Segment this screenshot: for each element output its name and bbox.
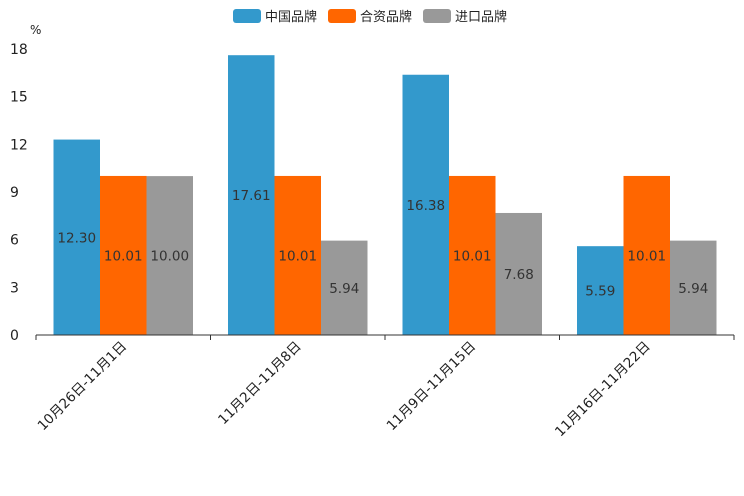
y-tick-label: 15 (10, 90, 28, 106)
y-axis-unit: % (30, 23, 41, 37)
bar-china (402, 74, 449, 336)
bar-value-label: 17.61 (232, 188, 271, 204)
bar-value-label: 10.01 (453, 248, 492, 264)
legend-label-joint-venture: 合资品牌 (360, 9, 412, 25)
bar-china (228, 55, 275, 335)
bar-imported (495, 212, 542, 335)
bar-imported (670, 240, 717, 335)
y-tick-label: 0 (10, 328, 19, 344)
bar-joint-venture (623, 175, 670, 335)
bar-imported (321, 240, 368, 335)
x-tick-label: 11月2日-11月8日 (215, 339, 304, 428)
legend-swatch-joint-venture (328, 9, 356, 23)
y-tick-label: 12 (10, 137, 28, 153)
bar-joint-venture (274, 175, 321, 335)
x-tick-label: 11月9日-11月15日 (384, 339, 479, 434)
y-tick-label: 9 (10, 185, 19, 201)
y-axis: 0 3 6 9 12 15 18 (10, 42, 28, 344)
bar-value-label: 5.59 (585, 284, 615, 300)
bar-joint-venture (449, 175, 496, 335)
bar-china (577, 246, 624, 335)
bar-value-label: 5.94 (678, 281, 708, 297)
bar-value-label: 10.01 (104, 248, 143, 264)
x-tick-label: 10月26日-11月1日 (35, 339, 130, 434)
bar-imported (146, 176, 193, 335)
bars (53, 55, 717, 336)
bar-labels: 12.30 10.01 10.00 17.61 10.01 5.94 16.38 10.01 7… (57, 188, 708, 299)
bar-value-label: 12.30 (57, 230, 96, 246)
bar-value-label: 10.01 (278, 248, 317, 264)
bar-value-label: 7.68 (504, 267, 534, 283)
y-tick-label: 6 (10, 233, 19, 249)
legend: 中国品牌 合资品牌 进口品牌 (233, 9, 507, 25)
bar-china (53, 139, 100, 335)
legend-swatch-china (233, 9, 261, 23)
bar-value-label: 10.00 (150, 249, 189, 265)
x-axis: 10月26日-11月1日 11月2日-11月8日 11月9日-11月15日 11月16… (35, 335, 735, 441)
bar-joint-venture (100, 175, 147, 335)
bar-value-label: 16.38 (406, 198, 445, 214)
y-tick-label: 18 (10, 42, 28, 58)
legend-swatch-imported (423, 9, 451, 23)
x-tick-label: 11月16日-11月22日 (552, 339, 654, 441)
legend-label-imported: 进口品牌 (455, 9, 507, 25)
legend-label-china: 中国品牌 (265, 9, 317, 25)
y-tick-label: 3 (10, 280, 19, 296)
bar-value-label: 10.01 (627, 248, 666, 264)
bar-value-label: 5.94 (329, 281, 359, 297)
